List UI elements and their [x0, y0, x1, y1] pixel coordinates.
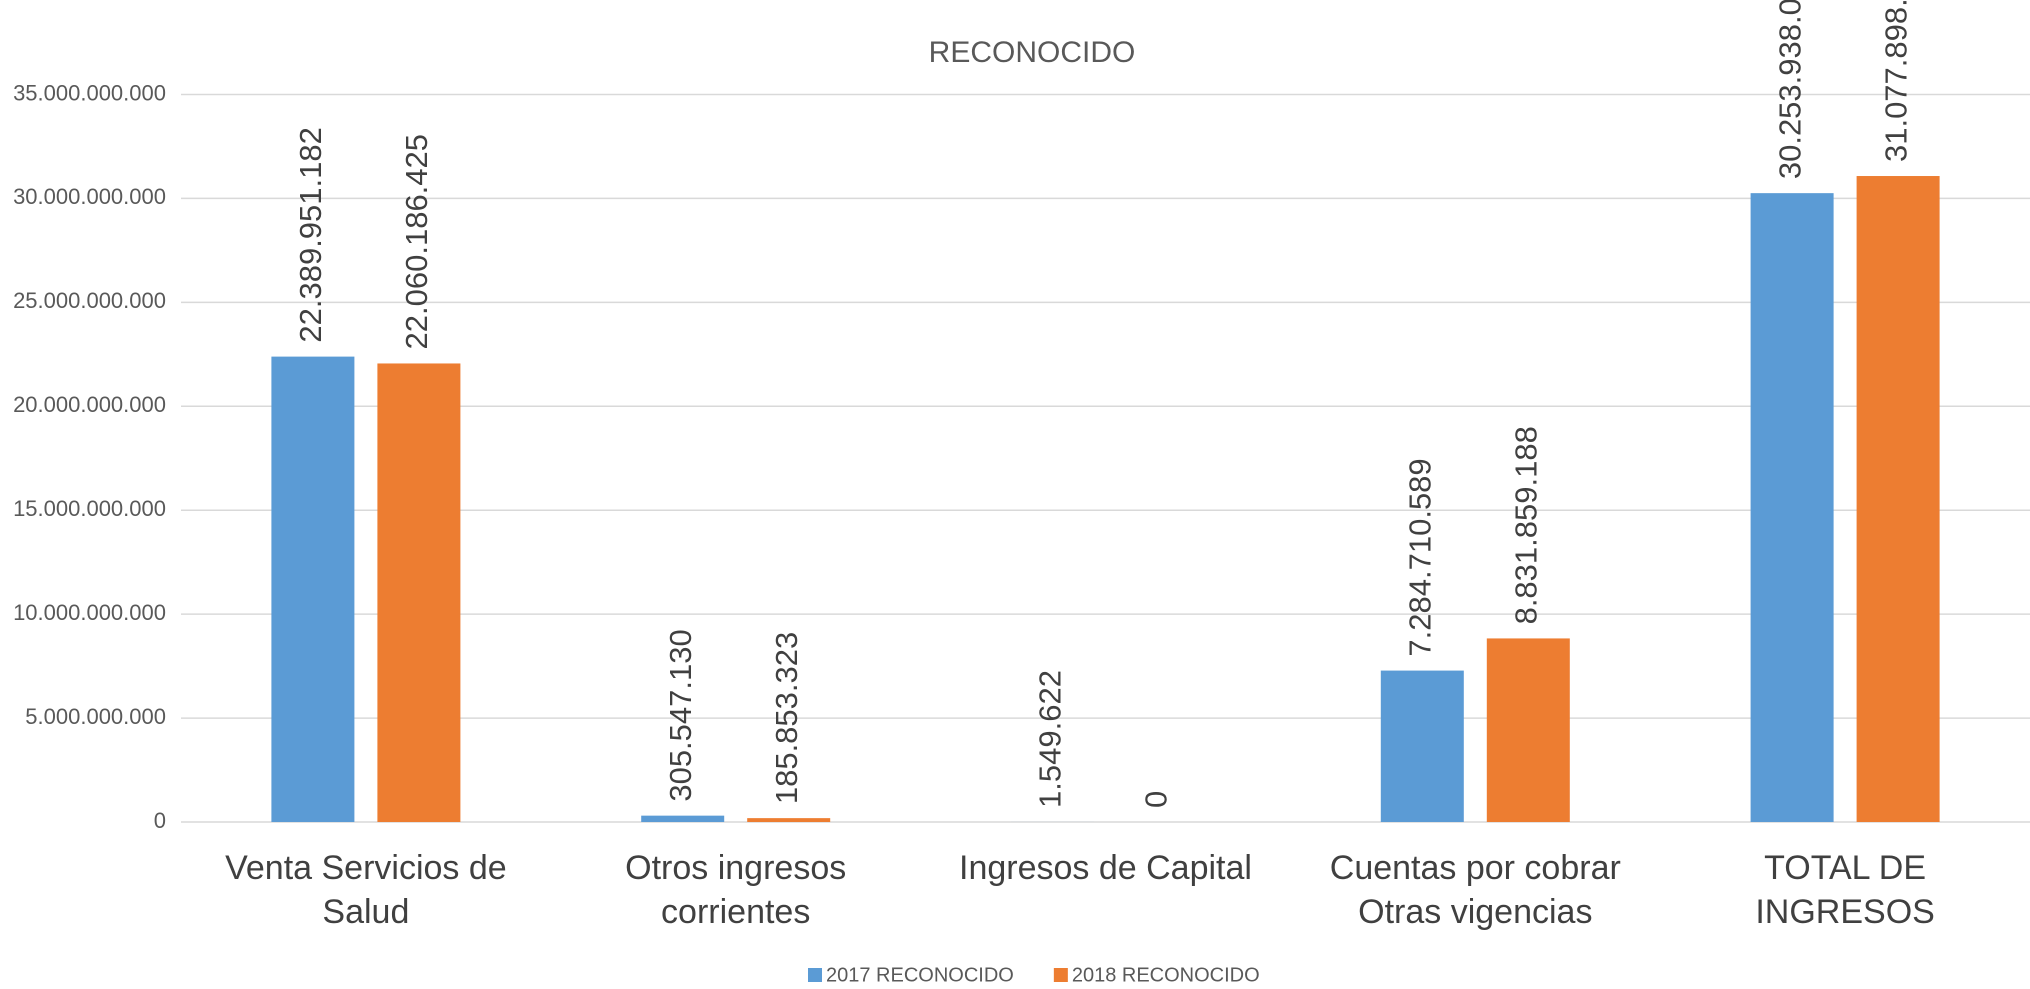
x-tick-label: Otros ingresos corrientes [625, 849, 847, 931]
data-label: 8.831.859.188 [1508, 426, 1543, 624]
y-tick-label: 20.000.000.000 [13, 392, 166, 417]
bar [377, 363, 461, 822]
data-label: 31.077.898.936 [1878, 0, 1913, 162]
y-tick-label: 5.000.000.000 [25, 704, 166, 729]
bar [1486, 638, 1570, 822]
chart-title: RECONOCIDO [929, 36, 1136, 69]
x-tick-label: TOTAL DE INGRESOS [1755, 849, 1935, 931]
x-tick-label: Ingresos de Capital [959, 849, 1252, 887]
legend-label: 2018 RECONOCIDO [1072, 964, 1260, 986]
data-label: 22.060.186.425 [399, 134, 434, 350]
x-tick-label: Venta Servicios de Salud [225, 849, 507, 931]
y-tick-label: 10.000.000.000 [13, 600, 166, 625]
data-label: 305.547.130 [663, 629, 698, 801]
data-label: 7.284.710.589 [1402, 458, 1437, 656]
data-label: 0 [1139, 791, 1174, 808]
data-label: 1.549.622 [1033, 670, 1068, 808]
y-tick-label: 35.000.000.000 [13, 80, 166, 105]
legend-swatch [1053, 968, 1068, 982]
x-tick-label: Cuentas por cobrar Otras vigencias [1329, 849, 1621, 931]
bar [1750, 193, 1834, 823]
y-tick-label: 0 [154, 808, 166, 833]
data-label: 22.389.951.182 [293, 127, 328, 343]
data-label: 30.253.938.013 [1772, 0, 1807, 179]
y-tick-label: 30.000.000.000 [13, 184, 166, 209]
bar [271, 356, 355, 822]
bar [747, 818, 831, 822]
y-tick-label: 15.000.000.000 [13, 496, 166, 521]
bar [641, 815, 725, 822]
bar [1380, 670, 1464, 822]
bar [1856, 176, 1940, 822]
y-tick-label: 25.000.000.000 [13, 288, 166, 313]
legend-label: 2017 RECONOCIDO [826, 964, 1014, 986]
data-label: 185.853.323 [769, 632, 804, 804]
legend-swatch [808, 968, 822, 982]
